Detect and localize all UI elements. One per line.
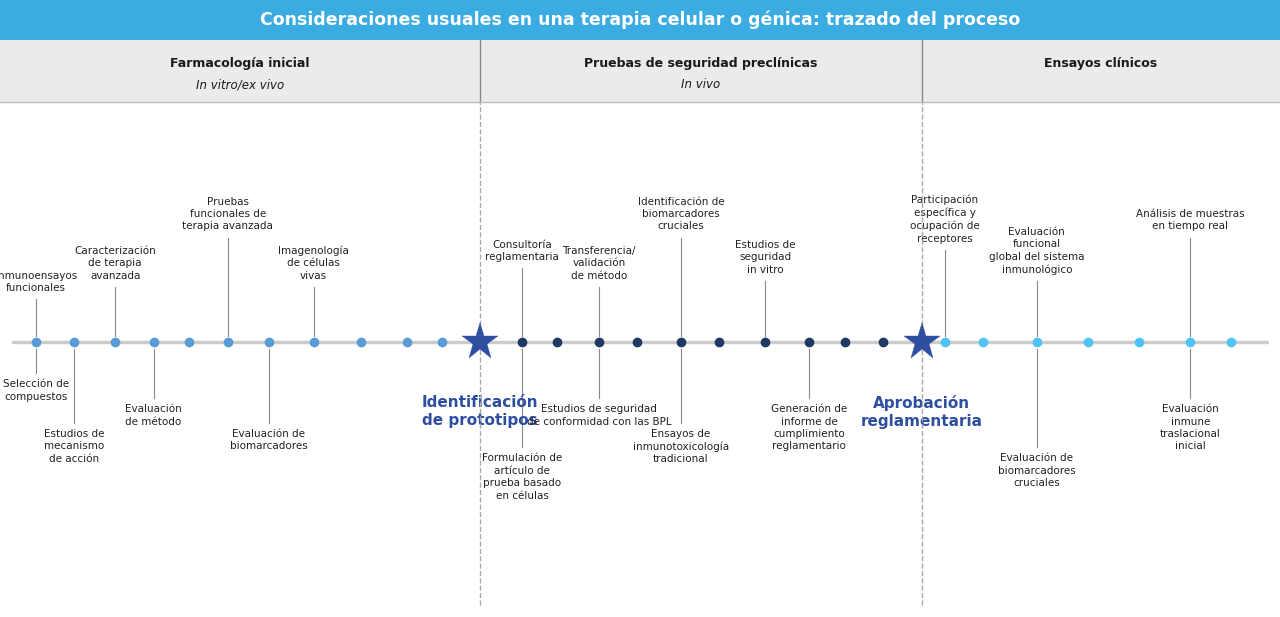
Text: Ensayos de
inmunotoxicología
tradicional: Ensayos de inmunotoxicología tradicional (632, 429, 730, 464)
Text: Consideraciones usuales en una terapia celular o génica: trazado del proceso: Consideraciones usuales en una terapia c… (260, 11, 1020, 29)
Bar (0, 0, 1280, 40)
Text: Evaluación
funcional
global del sistema
inmunológico: Evaluación funcional global del sistema … (989, 226, 1084, 275)
Text: Análisis de muestras
en tiempo real: Análisis de muestras en tiempo real (1137, 209, 1244, 231)
Text: Generación de
informe de
cumplimiento
reglamentario: Generación de informe de cumplimiento re… (771, 404, 847, 451)
Text: Participación
específica y
ocupación de
receptores: Participación específica y ocupación de … (910, 195, 979, 244)
Text: Transferencia/
validación
de método: Transferencia/ validación de método (562, 246, 636, 281)
Text: Pruebas
funcionales de
terapia avanzada: Pruebas funcionales de terapia avanzada (183, 197, 273, 231)
Text: Aprobación
reglamentaria: Aprobación reglamentaria (860, 395, 983, 429)
Text: Formulación de
artículo de
prueba basado
en células: Formulación de artículo de prueba basado… (483, 453, 562, 500)
Text: Imagenología
de células
vivas: Imagenología de células vivas (278, 246, 349, 281)
Text: In vitro/ex vivo: In vitro/ex vivo (196, 78, 284, 91)
Bar (0, 40, 1280, 102)
Text: Estudios de seguridad
de conformidad con las BPL: Estudios de seguridad de conformidad con… (527, 404, 671, 426)
Text: Inmunoensayos
funcionales: Inmunoensayos funcionales (0, 271, 77, 293)
Text: Identificación de
biomarcadores
cruciales: Identificación de biomarcadores cruciale… (637, 197, 724, 231)
Text: Selección de
compuestos: Selección de compuestos (3, 379, 69, 402)
Text: Consultoría
reglamentaria: Consultoría reglamentaria (485, 240, 559, 262)
Text: Evaluación de
biomarcadores: Evaluación de biomarcadores (230, 429, 307, 451)
Text: Caracterización
de terapia
avanzada: Caracterización de terapia avanzada (74, 246, 156, 281)
Text: Farmacología inicial: Farmacología inicial (170, 57, 310, 70)
Text: Estudios de
seguridad
in vitro: Estudios de seguridad in vitro (735, 240, 796, 275)
Text: Identificación
de prototipos: Identificación de prototipos (421, 395, 539, 428)
Text: In vivo: In vivo (681, 78, 721, 91)
Text: Pruebas de seguridad preclínicas: Pruebas de seguridad preclínicas (584, 57, 818, 70)
Text: Estudios de
mecanismo
de acción: Estudios de mecanismo de acción (44, 429, 105, 463)
Text: Evaluación
de método: Evaluación de método (125, 404, 182, 426)
Text: Evaluación de
biomarcadores
cruciales: Evaluación de biomarcadores cruciales (998, 453, 1075, 488)
Text: Evaluación
inmune
traslacional
inicial: Evaluación inmune traslacional inicial (1160, 404, 1221, 451)
Text: Ensayos clínicos: Ensayos clínicos (1044, 57, 1157, 70)
